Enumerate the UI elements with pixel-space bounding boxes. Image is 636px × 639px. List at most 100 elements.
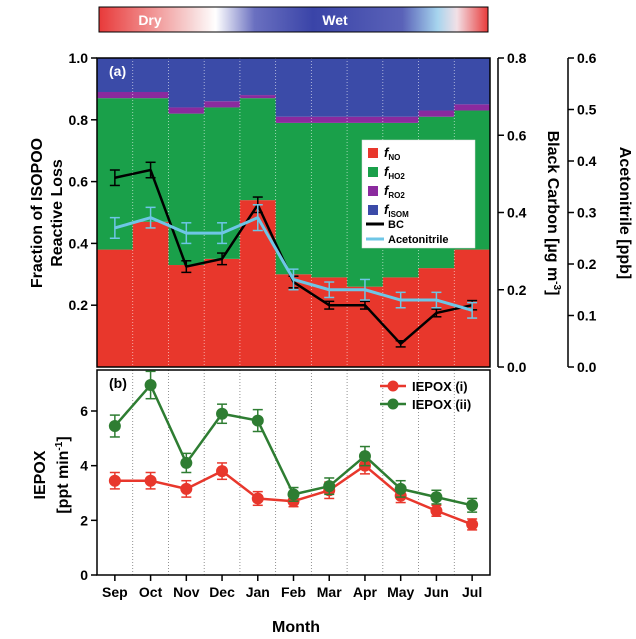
acetonitrile-tick-label: 0.5 xyxy=(577,102,597,118)
panel-b-ytick-label: 2 xyxy=(80,512,88,528)
acetonitrile-tick-label: 0.2 xyxy=(577,256,597,272)
point-iepox-ii- xyxy=(216,407,229,420)
x-tick-label: May xyxy=(387,584,414,600)
point-iepox-i- xyxy=(251,492,264,505)
x-axis-title: Month xyxy=(272,619,320,636)
point-iepox-ii- xyxy=(251,414,264,427)
point-iepox-i- xyxy=(144,474,157,487)
bar-fRO2-apr xyxy=(347,116,384,123)
bar-fRO2-jul xyxy=(454,104,491,111)
legend-label-iepox-1: IEPOX (ii) xyxy=(412,397,471,412)
legend-swatch-marker-0 xyxy=(387,380,399,392)
season-gradient xyxy=(98,6,489,33)
bar-fISOM-may xyxy=(382,58,420,117)
bar-fISOM-feb xyxy=(275,58,312,117)
bar-fRO2-oct xyxy=(132,91,169,99)
panel-a-legend-box xyxy=(361,139,476,249)
panel-b-ylabel-line2: [ppt min-1] xyxy=(54,436,72,513)
point-iepox-ii- xyxy=(287,488,300,501)
legend-swatch-fISOM xyxy=(368,205,378,215)
point-iepox-ii- xyxy=(180,456,193,469)
acetonitrile-tick-label: 0.4 xyxy=(577,153,597,169)
line-acetonitrile xyxy=(114,216,473,312)
panel-a: 0.2 0.4 0.6 0.8 1.0 0.0 0.2 0.4 0.6 0.8 0.0 0.1 0.2 0… xyxy=(69,50,597,375)
season-bar: Dry Wet xyxy=(98,6,489,33)
bar-fISOM-mar xyxy=(311,58,348,117)
bar-fRO2-dec xyxy=(204,101,241,108)
x-tick-label: Jun xyxy=(424,584,449,600)
x-tick-label: Apr xyxy=(353,584,378,600)
point-iepox-ii- xyxy=(144,379,157,392)
point-iepox-ii- xyxy=(108,420,121,433)
bar-fNO-dec xyxy=(204,258,241,367)
legend-swatch-fHO2 xyxy=(368,167,378,177)
legend-swatch-marker-1 xyxy=(387,398,399,410)
bar-fHO2-feb xyxy=(275,122,312,275)
legend-swatch-fRO2 xyxy=(368,186,378,196)
legend-swatch-fNO xyxy=(368,148,378,158)
black-carbon-tick-label: 0.0 xyxy=(507,359,527,375)
bar-fHO2-mar xyxy=(311,122,348,278)
acetonitrile-tick-label: 0.6 xyxy=(577,50,597,66)
panel-b: 0 2 4 6 Sep Oct Nov Dec Jan Feb Mar Apr May Jun Jul (b)… xyxy=(80,369,491,600)
black-carbon-tick-label: 0.6 xyxy=(507,127,527,143)
bar-fRO2-sep xyxy=(97,91,134,99)
bar-fHO2-jan xyxy=(239,98,277,201)
bar-fISOM-nov xyxy=(168,58,205,108)
bar-fISOM-apr xyxy=(347,58,384,117)
bar-fNO-sep xyxy=(97,249,134,367)
bar-fISOM-jul xyxy=(454,58,491,105)
panel-a-ytick-label: 0.4 xyxy=(69,235,89,251)
panel-b-ylabel-line1: IEPOX xyxy=(32,450,49,499)
point-iepox-ii- xyxy=(394,482,407,495)
legend-label-iepox-0: IEPOX (i) xyxy=(412,379,468,394)
bar-fRO2-may xyxy=(382,116,420,123)
legend-label-bc: BC xyxy=(388,219,404,231)
x-tick-label: Oct xyxy=(139,584,163,600)
bar-fNO-nov xyxy=(168,265,205,367)
panel-a-label: (a) xyxy=(109,63,126,79)
bar-fISOM-sep xyxy=(97,58,134,92)
bar-fNO-may xyxy=(382,277,420,367)
bar-fISOM-oct xyxy=(132,58,169,92)
season-dry-label: Dry xyxy=(138,12,162,28)
bar-fISOM-dec xyxy=(204,58,241,102)
bar-fNO-oct xyxy=(132,221,169,367)
point-iepox-ii- xyxy=(430,491,443,504)
bar-fRO2-nov xyxy=(168,107,205,114)
acetonitrile-tick-label: 0.3 xyxy=(577,205,597,221)
point-iepox-ii- xyxy=(358,450,371,463)
acetonitrile-tick-label: 0.0 xyxy=(577,359,597,375)
point-iepox-i- xyxy=(430,504,443,517)
black-carbon-tick-label: 0.4 xyxy=(507,205,527,221)
x-tick-label: Dec xyxy=(209,584,235,600)
x-tick-label: Jul xyxy=(462,584,482,600)
panel-a-ylabel-line1: Fraction of ISOPOO xyxy=(29,138,46,288)
bar-fRO2-feb xyxy=(275,116,312,123)
panel-a-ytick-label: 0.8 xyxy=(69,112,89,128)
point-iepox-ii- xyxy=(466,499,479,512)
bar-fNO-jun xyxy=(418,268,455,367)
point-iepox-i- xyxy=(108,474,121,487)
panel-b-ytick-label: 0 xyxy=(80,567,88,583)
panel-a-ylabel-line2: Reactive Loss xyxy=(49,159,66,267)
black-carbon-axis-title: Black Carbon [µg m-3] xyxy=(544,131,562,296)
bar-fISOM-jan xyxy=(239,58,277,96)
panel-a-frame xyxy=(96,57,491,368)
x-tick-label: Jan xyxy=(246,584,270,600)
bar-fRO2-mar xyxy=(311,116,348,123)
panel-b-label: (b) xyxy=(109,375,127,391)
black-carbon-tick-label: 0.2 xyxy=(507,282,527,298)
x-tick-label: Sep xyxy=(102,584,128,600)
panel-b-ytick-label: 6 xyxy=(80,403,88,419)
x-tick-label: Feb xyxy=(281,584,306,600)
point-iepox-i- xyxy=(466,518,479,531)
bar-fISOM-jun xyxy=(418,58,455,111)
point-iepox-i- xyxy=(216,465,229,478)
panel-b-ytick-label: 4 xyxy=(80,458,88,474)
panel-a-ytick-label: 1.0 xyxy=(69,50,89,66)
black-carbon-tick-label: 0.8 xyxy=(507,50,527,66)
acetonitrile-tick-label: 0.1 xyxy=(577,308,597,324)
season-wet-label: Wet xyxy=(322,12,348,28)
